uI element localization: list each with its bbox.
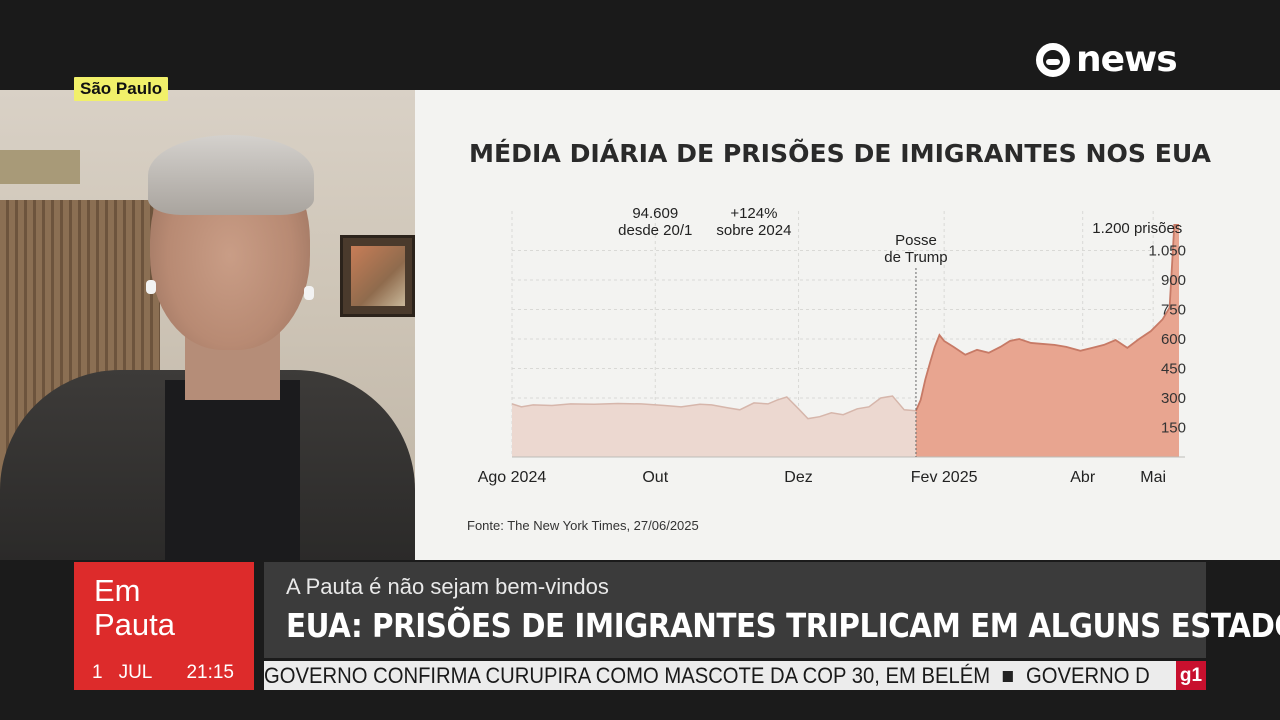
date-month: JUL xyxy=(118,662,153,683)
program-badge: Em Pauta 1 JUL 21:15 xyxy=(74,562,254,690)
y-tick-label: 450 xyxy=(1161,361,1186,378)
y-tick-label: 900 xyxy=(1161,272,1186,289)
date-day: 1 xyxy=(92,662,103,683)
channel-logo: news xyxy=(1036,38,1206,82)
area-after-inauguration xyxy=(915,224,1179,457)
line-before-inauguration xyxy=(511,395,917,420)
y-tick-label: 1.050 xyxy=(1148,243,1186,260)
chart-source: Fonte: The New York Times, 27/06/2025 xyxy=(467,518,699,533)
headline-text: EUA: PRISÕES DE IMIGRANTES TRIPLICAM EM … xyxy=(286,606,1280,645)
program-name-line1: Em xyxy=(94,573,141,608)
y-tick-label: 300 xyxy=(1161,390,1186,407)
location-tag: São Paulo xyxy=(74,77,169,101)
y-tick-label: 750 xyxy=(1161,302,1186,319)
headline-kicker: A Pauta é não sejam bem-vindos xyxy=(286,574,609,599)
x-tick-label: Fev 2025 xyxy=(911,469,978,486)
ticker-track: GOVERNO CONFIRMA CURUPIRA COMO MASCOTE D… xyxy=(264,663,1150,689)
date-time-bar: 1 JUL 21:15 xyxy=(74,660,254,686)
annotation-text: +124% xyxy=(730,205,777,222)
x-tick-label: Dez xyxy=(784,469,812,486)
g1-badge: g1 xyxy=(1176,661,1206,690)
ticker-item: GOVERNO CONFIRMA CURUPIRA COMO MASCOTE D… xyxy=(264,663,991,688)
top-band xyxy=(0,0,1280,90)
x-tick-label: Mai xyxy=(1140,469,1166,486)
line-after-inauguration xyxy=(915,224,1179,412)
x-tick-label: Abr xyxy=(1070,469,1096,486)
ticker-item-next: GOVERNO D xyxy=(1026,663,1150,688)
program-name: Em Pauta xyxy=(94,574,175,642)
video-feed xyxy=(0,90,415,560)
earbud-icon xyxy=(146,280,156,294)
clock-time: 21:15 xyxy=(186,662,234,683)
globo-logo-icon xyxy=(1036,43,1070,77)
earbud-icon xyxy=(304,286,314,300)
x-tick-label: Out xyxy=(642,469,668,486)
news-ticker: GOVERNO CONFIRMA CURUPIRA COMO MASCOTE D… xyxy=(264,661,1176,690)
y-tick-label: 150 xyxy=(1161,420,1186,437)
headline-bar: A Pauta é não sejam bem-vindos EUA: PRIS… xyxy=(264,562,1280,658)
annotation-text: Posse xyxy=(895,232,937,249)
annotation-text: 1.200 prisões xyxy=(1092,220,1182,237)
picture-frame xyxy=(340,235,415,317)
ticker-separator-icon xyxy=(1003,670,1014,682)
chart-title: MÉDIA DIÁRIA DE PRISÕES DE IMIGRANTES NO… xyxy=(469,138,1212,168)
picture-art xyxy=(351,246,405,306)
annotation-text: de Trump xyxy=(884,249,947,266)
annotation-text: desde 20/1 xyxy=(618,222,692,239)
annotation-text: 94.609 xyxy=(632,205,678,222)
program-name-line2: Pauta xyxy=(94,607,176,642)
area-before-inauguration xyxy=(512,396,916,457)
chart-panel: MÉDIA DIÁRIA DE PRISÕES DE IMIGRANTES NO… xyxy=(415,90,1280,560)
presenter-hair xyxy=(148,135,314,215)
wall-decoration xyxy=(0,150,80,184)
x-tick-label: Ago 2024 xyxy=(478,469,547,486)
chart: MÉDIA DIÁRIA DE PRISÕES DE IMIGRANTES NO… xyxy=(467,138,1212,533)
presenter-shirt xyxy=(165,380,300,560)
annotation-text: sobre 2024 xyxy=(716,222,791,239)
y-tick-label: 600 xyxy=(1161,331,1186,348)
channel-logo-text: news xyxy=(1076,39,1178,80)
